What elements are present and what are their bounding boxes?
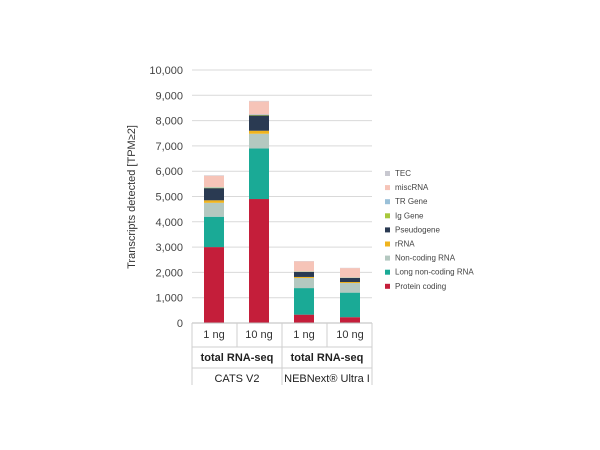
legend-label: Ig Gene <box>395 211 424 220</box>
bar-segment <box>249 130 269 134</box>
x-tick-label: 1 ng <box>293 329 314 341</box>
y-tick-label: 0 <box>177 318 183 330</box>
y-tick-label: 1,000 <box>155 293 183 305</box>
y-tick-label: 8,000 <box>155 116 183 128</box>
y-tick-label: 3,000 <box>155 242 183 254</box>
legend-swatch <box>385 283 390 289</box>
library-kit-label: CATS V2 <box>214 373 259 385</box>
bar-segment <box>294 314 314 323</box>
bar-segment <box>204 175 224 176</box>
legend-swatch <box>385 255 390 261</box>
bar-segment <box>340 317 360 323</box>
bars <box>204 100 360 323</box>
bar-segment <box>294 277 314 289</box>
legend-label: Protein coding <box>395 282 446 291</box>
bar-segment <box>204 175 224 188</box>
bar-segment <box>249 100 269 102</box>
legend-swatch <box>385 227 390 233</box>
bar-segment <box>249 148 269 200</box>
legend: TEC miscRNA TR Gene Ig Gene Pseudogene rRNA No… <box>385 169 474 291</box>
bar-segment <box>204 187 224 189</box>
bar-segment <box>340 277 360 283</box>
y-tick-label: 5,000 <box>155 192 183 204</box>
y-axis-label: Transcripts detected [TPM≥2] <box>126 125 138 269</box>
bar-segment <box>249 115 269 116</box>
y-tick-label: 10,000 <box>149 65 183 77</box>
group-label: total RNA-seq <box>291 352 364 364</box>
bar-segment <box>204 187 224 188</box>
bar-segment <box>204 202 224 217</box>
legend-swatch <box>385 241 390 247</box>
bar-segment <box>340 283 360 293</box>
bar-segment <box>249 115 269 131</box>
bar-segment <box>340 292 360 318</box>
group-label: total RNA-seq <box>201 352 274 364</box>
bar-segment <box>249 199 269 323</box>
bar-segment <box>249 101 269 115</box>
y-axis-ticks: 0 1,000 2,000 3,000 4,000 5,000 6,000 7,000 8,00… <box>149 65 183 330</box>
bar-segment <box>294 271 314 277</box>
legend-swatch <box>385 199 390 205</box>
y-tick-label: 9,000 <box>155 90 183 102</box>
x-axis: 1 ng 10 ng 1 ng 10 ng total RNA-seq CATS V2 to… <box>191 322 373 385</box>
legend-label: TR Gene <box>395 197 428 206</box>
bar-segment <box>204 200 224 203</box>
bar-segment <box>249 114 269 116</box>
legend-label: Non-coding RNA <box>395 254 456 263</box>
y-tick-label: 4,000 <box>155 217 183 229</box>
legend-swatch <box>385 213 390 219</box>
legend-label: Long non-coding RNA <box>395 268 474 277</box>
bar-segment <box>249 133 269 149</box>
bar-segment <box>204 247 224 323</box>
y-tick-label: 6,000 <box>155 166 183 178</box>
legend-label: TEC <box>395 169 411 178</box>
bar-segment <box>204 216 224 248</box>
legend-swatch <box>385 171 390 176</box>
legend-label: Pseudogene <box>395 225 440 234</box>
bar-segment <box>340 282 360 284</box>
legend-label: rRNA <box>395 240 415 249</box>
x-tick-label: 10 ng <box>336 329 364 341</box>
bar-segment <box>340 268 360 278</box>
bar-segment <box>294 276 314 278</box>
library-kit-label: NEBNext® Ultra I <box>284 373 370 385</box>
x-tick-label: 1 ng <box>203 329 224 341</box>
x-tick-label: 10 ng <box>245 329 273 341</box>
y-tick-label: 2,000 <box>155 267 183 279</box>
bar-segment <box>294 261 314 272</box>
bar-segment <box>294 288 314 315</box>
bar-segment <box>204 188 224 201</box>
legend-label: miscRNA <box>395 183 429 192</box>
y-tick-label: 7,000 <box>155 141 183 153</box>
legend-swatch <box>385 269 390 275</box>
legend-swatch <box>385 185 390 191</box>
